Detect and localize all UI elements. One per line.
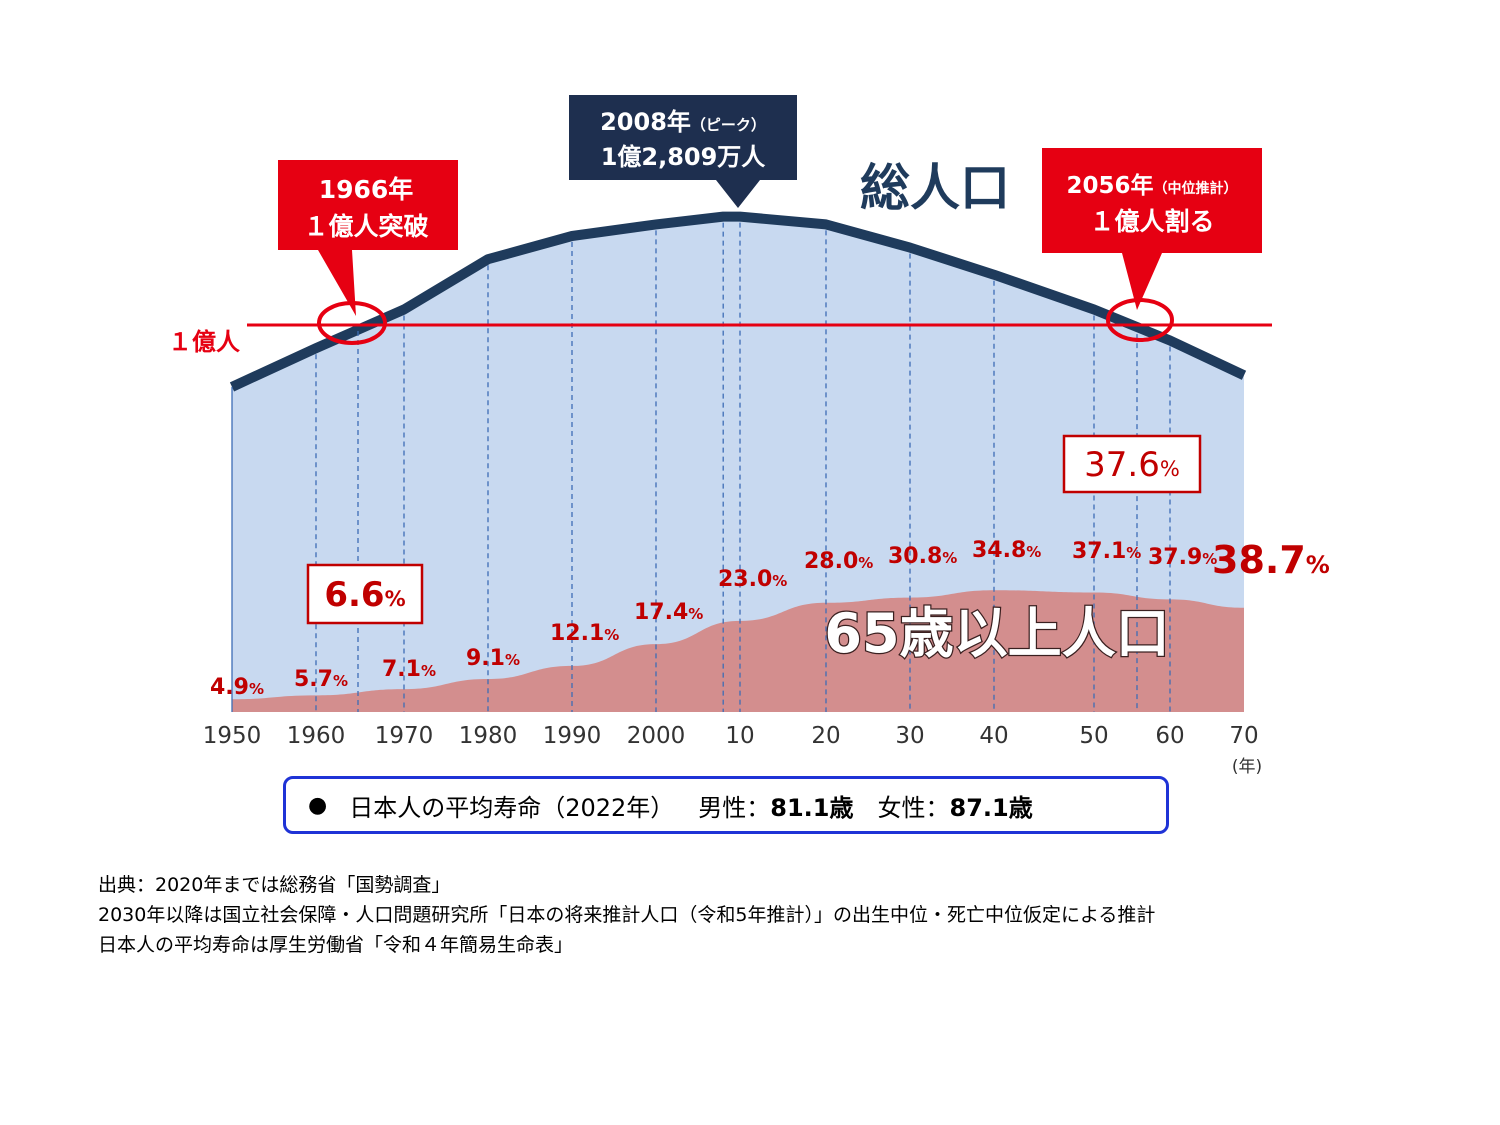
percent-label: 23.0% xyxy=(718,567,787,592)
x-tick-label: 1980 xyxy=(459,723,518,749)
percent-label: 4.9% xyxy=(210,675,264,700)
percent-suffix: % xyxy=(772,572,787,590)
female-value: 87.1歳 xyxy=(949,793,1033,822)
percent-label: 17.4% xyxy=(634,600,703,625)
percent-suffix: % xyxy=(1026,543,1041,561)
source-notes: 出典：2020年までは総務省「国勢調査」 2030年以降は国立社会保障・人口問題… xyxy=(98,870,1155,960)
percent-suffix: % xyxy=(1202,550,1217,568)
elderly-population-area xyxy=(232,590,1244,712)
percent-label: 38.7% xyxy=(1212,538,1330,582)
cross-2056-small: （中位推計） xyxy=(1154,180,1238,197)
percent-label: 34.8% xyxy=(972,538,1041,563)
percent-suffix: % xyxy=(421,662,436,680)
x-tick-label: 1960 xyxy=(287,723,346,749)
percent-suffix: % xyxy=(688,605,703,623)
percent-suffix: % xyxy=(1126,544,1141,562)
total-population-title: 総人口 xyxy=(860,159,1010,217)
percent-label: 9.1% xyxy=(466,646,520,671)
total-population-line xyxy=(229,211,1247,392)
x-tick-label: 1990 xyxy=(543,723,602,749)
x-tick-label: 2000 xyxy=(627,723,686,749)
peak-callout-small: （ピーク） xyxy=(691,116,766,134)
x-tick-label: 60 xyxy=(1155,723,1184,749)
percent-label: 7.1% xyxy=(382,657,436,682)
cross-1966-line2: １億人突破 xyxy=(303,212,428,241)
female-label: 女性： xyxy=(877,793,950,822)
cross-1966-line1: 1966年 xyxy=(319,175,414,204)
peak-callout-box xyxy=(569,95,797,208)
cross-2056-circle xyxy=(1106,298,1174,342)
x-tick-label: 1970 xyxy=(375,723,434,749)
male-value: 81.1歳 xyxy=(770,793,854,822)
cross-2056-line2: １億人割る xyxy=(1089,207,1214,236)
x-tick-label: 50 xyxy=(1079,723,1108,749)
percent-label: 5.7% xyxy=(294,667,348,692)
life-expectancy-box: ● 日本人の平均寿命（2022年） 男性： 81.1歳 女性： 87.1歳 xyxy=(283,776,1169,834)
boxed-percent-1966 xyxy=(306,563,424,625)
reference-line-label: １億人 xyxy=(168,328,240,356)
bullet-icon: ● xyxy=(308,792,328,818)
x-tick-label: 1950 xyxy=(203,723,262,749)
percent-label: 12.1% xyxy=(550,621,619,646)
boxed-percent-2056-suffix: % xyxy=(1160,457,1180,481)
percent-suffix: % xyxy=(1306,551,1330,579)
boxed-percent-2056 xyxy=(1062,434,1202,494)
percent-suffix: % xyxy=(942,549,957,567)
percent-suffix: % xyxy=(604,626,619,644)
male-label: 男性： xyxy=(698,793,771,822)
percent-suffix: % xyxy=(858,554,873,572)
percent-suffix: % xyxy=(249,680,264,698)
source-line-1: 出典：2020年までは総務省「国勢調査」 xyxy=(98,874,451,896)
x-tick-label: 30 xyxy=(895,723,924,749)
total-population-area xyxy=(232,216,1244,712)
cross-2056-callout-box xyxy=(1042,148,1262,310)
source-line-2: 2030年以降は国立社会保障・人口問題研究所「日本の将来推計人口（令和5年推計）… xyxy=(98,904,1156,926)
cross-1966-callout-box xyxy=(278,160,458,316)
percent-suffix: % xyxy=(333,672,348,690)
percent-suffix: % xyxy=(505,651,520,669)
life-expectancy-label: 日本人の平均寿命（2022年） xyxy=(349,793,675,822)
percent-label: 28.0% xyxy=(804,549,873,574)
source-line-3: 日本人の平均寿命は厚生労働省「令和４年簡易生命表」 xyxy=(98,934,574,956)
x-tick-label: 70 xyxy=(1229,723,1258,749)
cross-1966-circle xyxy=(317,301,387,345)
peak-callout-line2: 1億2,809万人 xyxy=(601,143,766,171)
population-chart: １億人 1950 1960 1970 1980 1990 2000 10 20 30 40 50 60… xyxy=(168,95,1330,777)
x-tick-label: 40 xyxy=(979,723,1008,749)
x-tick-label: 20 xyxy=(811,723,840,749)
percent-label: 37.9% xyxy=(1148,545,1217,570)
percent-label: 37.1% xyxy=(1072,539,1141,564)
x-axis-unit: (年) xyxy=(1232,757,1262,777)
x-tick-label: 10 xyxy=(725,723,754,749)
boxed-percent-1966-suffix: % xyxy=(385,587,406,611)
elderly-population-title: 65歳以上人口 xyxy=(824,602,1169,665)
percent-label: 30.8% xyxy=(888,544,957,569)
